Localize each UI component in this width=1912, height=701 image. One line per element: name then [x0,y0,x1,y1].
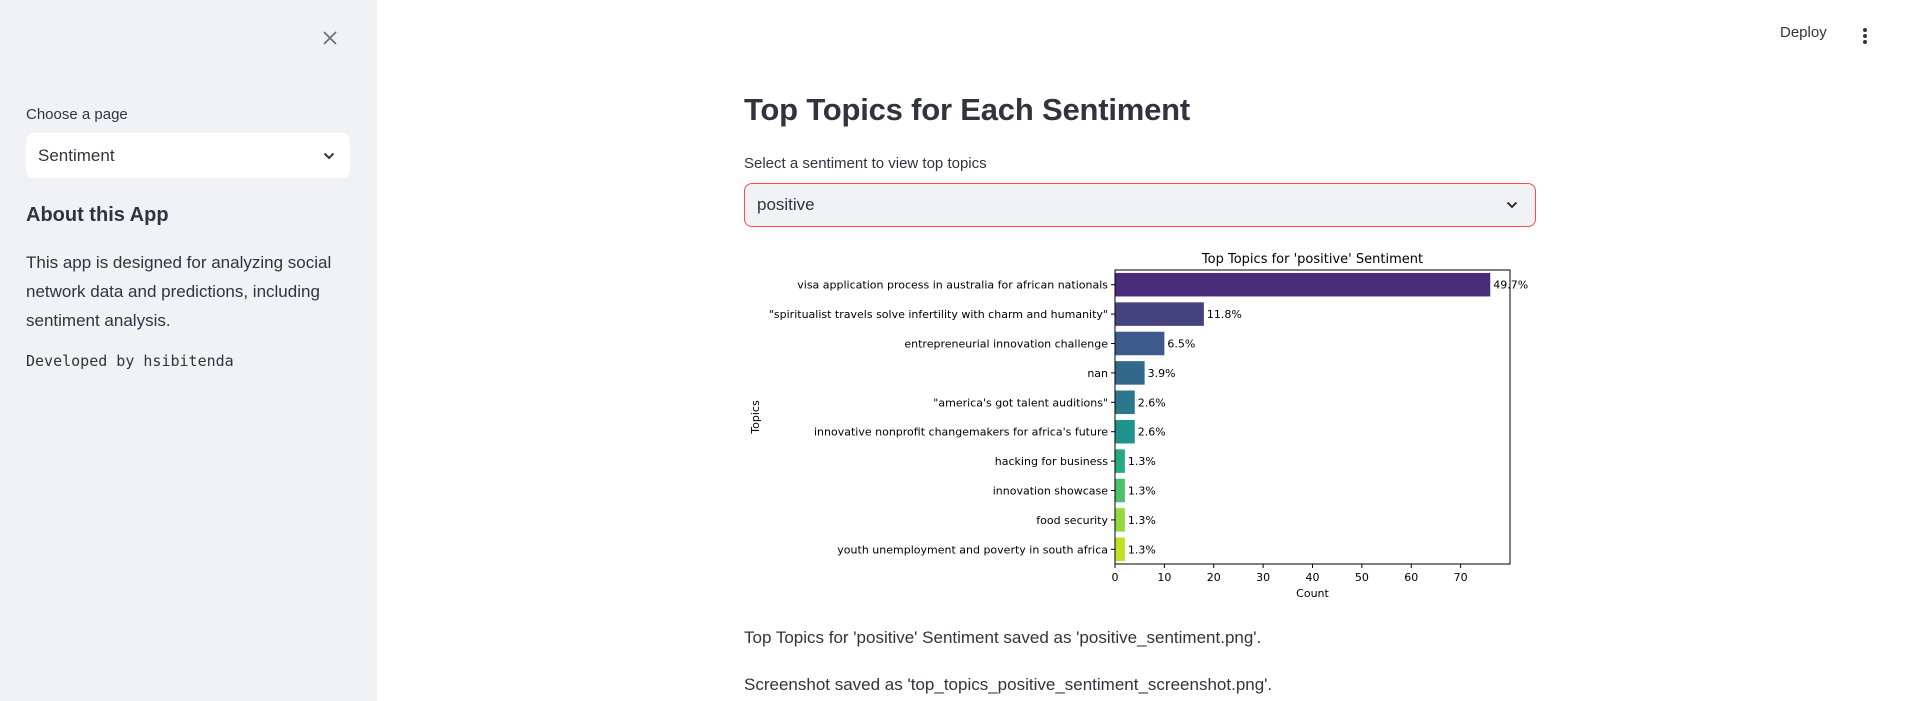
close-icon [323,31,337,45]
x-tick-label: 70 [1454,571,1468,584]
page-select-label: Choose a page [26,106,128,123]
x-tick-label: 0 [1112,571,1119,584]
chart-data-label: 2.6% [1138,396,1166,409]
chart-bar [1115,302,1204,326]
x-tick-label: 30 [1256,571,1270,584]
y-tick-label: "america's got talent auditions" [933,396,1108,409]
page-title: Top Topics for Each Sentiment [744,92,1191,127]
chart-data-label: 1.3% [1128,485,1156,498]
main-menu-button[interactable] [1855,22,1875,50]
chart-bar [1115,537,1125,562]
topics-chart: 49.7% visa application process in austral… [744,246,1544,602]
about-title: About this App [26,204,169,226]
x-tick-label: 10 [1157,571,1171,584]
chart-bar [1115,449,1125,473]
chevron-down-icon [1506,201,1518,209]
chart-data-label: 1.3% [1128,455,1156,468]
y-tick-label: innovative nonprofit changemakers for af… [814,426,1108,439]
developer-credit: Developed by hsibitenda [26,352,234,370]
chart-data-label: 49.7% [1493,279,1528,292]
close-sidebar-button[interactable] [318,26,342,50]
chart-bar [1115,331,1165,356]
chart-bar [1115,478,1125,503]
y-tick-label: visa application process in australia fo… [797,279,1108,292]
y-tick-label: innovation showcase [993,485,1108,498]
chart-data-label: 1.3% [1128,514,1156,527]
chart-data-label: 6.5% [1167,338,1195,351]
chart-bar [1115,390,1135,415]
x-axis-label: Count [1296,587,1329,600]
x-tick-label: 60 [1404,571,1418,584]
chart-data-label: 11.8% [1207,308,1242,321]
chart-bar [1115,272,1491,297]
y-tick-label: youth unemployment and poverty in south … [837,543,1108,556]
y-tick-label: food security [1036,514,1108,527]
sentiment-select-label: Select a sentiment to view top topics [744,155,987,172]
page-select[interactable]: Sentiment [26,133,350,178]
about-text: This app is designed for analyzing socia… [26,253,332,330]
x-tick-label: 20 [1207,571,1221,584]
y-tick-label: hacking for business [995,455,1108,468]
chart-title: Top Topics for 'positive' Sentiment [1201,252,1423,267]
x-tick-label: 40 [1306,571,1320,584]
topics-bar-chart: 49.7% visa application process in austral… [749,252,1528,600]
screenshot-message: Screenshot saved as 'top_topics_positive… [744,675,1273,694]
sentiment-select[interactable]: positive [744,183,1536,227]
sidebar: Choose a page Sentiment About this App T… [0,0,377,701]
chart-bar [1115,508,1125,532]
y-axis-label: Topics [749,400,762,435]
chart-bar [1115,361,1145,385]
y-tick-label: entrepreneurial innovation challenge [904,338,1108,351]
y-tick-label: "spiritualist travels solve infertility … [769,308,1108,321]
chevron-down-icon [323,152,335,159]
page-select-value: Sentiment [38,145,115,165]
chart-data-label: 1.3% [1128,543,1156,556]
sentiment-select-value: positive [757,195,815,214]
saved-message: Top Topics for 'positive' Sentiment save… [744,628,1262,647]
x-tick-label: 50 [1355,571,1369,584]
deploy-button[interactable]: Deploy [1780,24,1827,41]
y-tick-label: nan [1087,367,1108,380]
more-vertical-icon [1863,28,1867,44]
chart-data-label: 3.9% [1148,367,1176,380]
chart-bar [1115,419,1135,444]
chart-data-label: 2.6% [1138,426,1166,439]
